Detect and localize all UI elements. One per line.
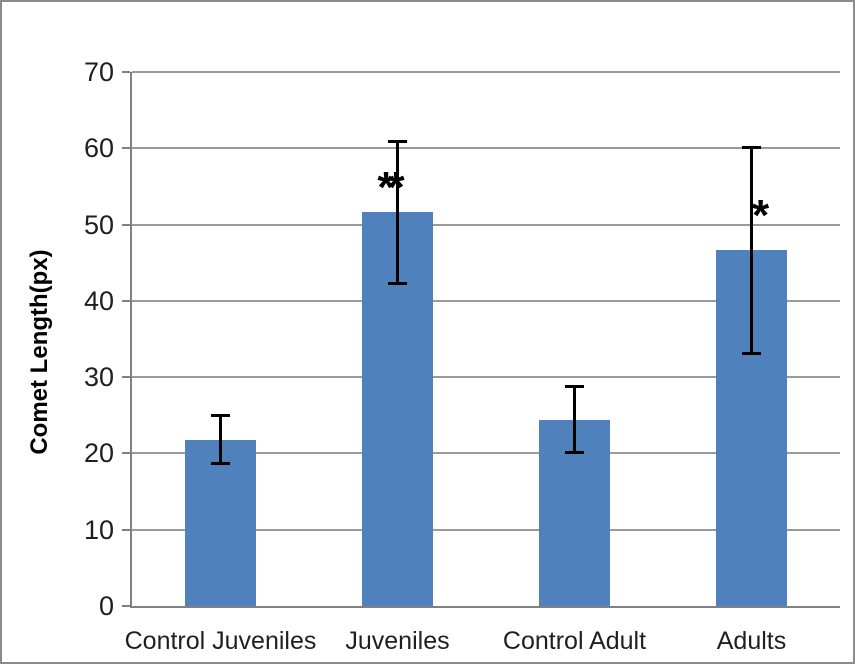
error-bar-cap-bottom [565, 450, 584, 454]
y-tick-mark [122, 299, 130, 302]
y-tick-label: 40 [83, 285, 114, 316]
gridline [132, 452, 840, 455]
gridline [132, 376, 840, 379]
error-bar-cap-top [388, 139, 407, 143]
y-tick-label: 0 [98, 591, 114, 621]
error-bar-line [219, 414, 222, 465]
y-axis-title: Comet Length(px) [26, 249, 53, 455]
y-tick-mark [122, 147, 130, 150]
y-tick-label: 20 [83, 438, 114, 469]
gridline [132, 299, 840, 302]
category-label: Adults [716, 627, 787, 655]
y-tick-mark [122, 528, 130, 531]
bar [185, 439, 256, 606]
category-label: Control Adult [502, 627, 647, 655]
y-tick-label: 60 [83, 133, 114, 164]
category-label: Juveniles [345, 627, 450, 655]
y-tick-mark [122, 452, 130, 455]
gridline [132, 71, 840, 73]
error-bar-cap-bottom [211, 462, 230, 466]
gridline [132, 147, 840, 150]
error-bar-cap-top [565, 385, 584, 389]
gridline [132, 223, 840, 226]
error-bar-line [396, 140, 399, 285]
y-tick-label: 50 [83, 209, 114, 240]
y-axis-line [130, 72, 132, 606]
significance-annotation: * [751, 191, 770, 241]
y-tick-mark [122, 223, 130, 226]
error-bar-line [750, 146, 753, 355]
error-bar-line [573, 386, 576, 453]
x-axis-line [130, 606, 840, 608]
y-tick-mark [122, 71, 130, 73]
significance-annotation: ** [377, 162, 404, 212]
category-label: Control Juveniles [124, 627, 317, 655]
error-bar-cap-top [211, 413, 230, 417]
y-tick-mark [122, 376, 130, 379]
gridline [132, 528, 840, 531]
y-tick-mark [122, 605, 130, 607]
y-tick-label: 30 [83, 362, 114, 393]
error-bar-cap-top [742, 145, 761, 149]
error-bar-cap-bottom [388, 282, 407, 286]
y-tick-label: 70 [83, 57, 114, 87]
y-tick-label: 10 [83, 514, 114, 545]
error-bar-cap-bottom [742, 352, 761, 356]
